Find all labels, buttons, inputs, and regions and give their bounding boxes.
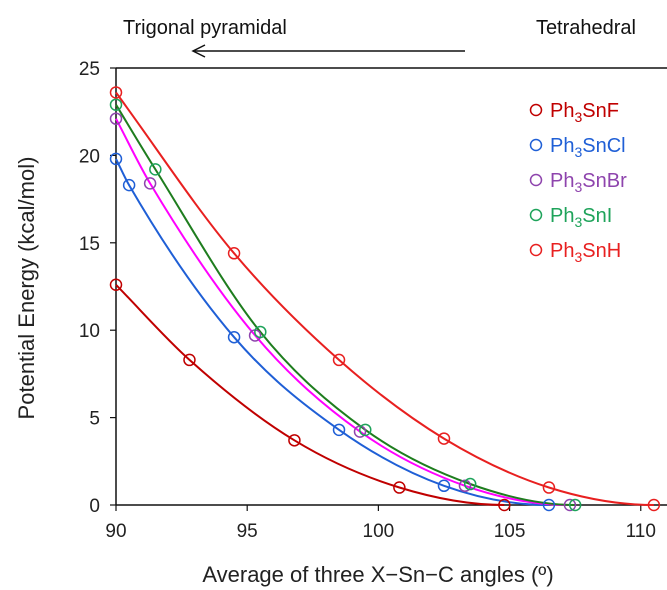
axes: 0 5 10 15 20 25 90 95 100 105 110 <box>79 59 667 542</box>
y-tick-label: 15 <box>79 234 100 255</box>
point-ph3snh <box>647 498 661 512</box>
point-ph3snf <box>498 498 511 512</box>
point-ph3sni <box>359 423 372 437</box>
point-ph3snbr <box>458 479 472 493</box>
point-ph3sni <box>254 325 267 339</box>
trigonal-pyramidal-label: Trigonal pyramidal <box>123 17 287 39</box>
tetrahedral-label: Tetrahedral <box>536 17 636 39</box>
curve-ph3snbr <box>115 118 570 506</box>
legend-label-ph3sncl: Ph3SnCl <box>550 135 626 160</box>
point-ph3snh <box>437 432 451 445</box>
y-tick-label: 0 <box>89 496 100 517</box>
legend-marker-ph3snbr <box>529 173 543 187</box>
y-tick-label: 5 <box>89 409 100 430</box>
x-axis-title: Average of three X−Sn−C angles (º) <box>202 562 553 587</box>
point-ph3sncl <box>122 178 136 192</box>
curve-ph3sni <box>115 104 576 506</box>
legend-label-ph3snh: Ph3SnH <box>550 240 621 265</box>
point-ph3sni <box>109 98 123 111</box>
legend-marker-ph3sncl <box>529 138 543 152</box>
point-ph3sncl <box>542 498 556 512</box>
point-ph3snh <box>332 353 346 367</box>
point-ph3snbr <box>143 177 157 190</box>
y-axis-title: Potential Energy (kcal/mol) <box>14 157 39 420</box>
point-ph3sni <box>568 498 582 512</box>
point-ph3snbr <box>353 425 367 438</box>
legend-marker-ph3sni <box>529 208 543 222</box>
x-tick-label: 100 <box>363 521 395 542</box>
x-tick-label: 95 <box>237 521 258 542</box>
point-ph3snbr <box>563 498 577 512</box>
x-tick-label: 90 <box>105 521 126 542</box>
point-ph3snbr <box>109 112 123 125</box>
point-ph3snf <box>393 481 406 494</box>
legend-marker-ph3snf <box>529 103 543 117</box>
legend-label-ph3snf: Ph3SnF <box>550 100 619 125</box>
curve-ph3snf <box>115 284 505 506</box>
legend-marker-ph3snh <box>529 243 543 257</box>
legend-label-ph3snbr: Ph3SnBr <box>550 170 627 195</box>
direction-arrow-head <box>191 44 206 58</box>
legend-label-ph3sni: Ph3SnI <box>550 205 612 230</box>
curve-ph3snh <box>115 91 654 506</box>
top-annotation: Trigonal pyramidal Tetrahedral <box>123 17 636 58</box>
point-ph3sncl <box>332 423 346 437</box>
y-tick-label: 25 <box>79 59 100 80</box>
x-tick-label: 105 <box>494 521 526 542</box>
x-tick-label: 110 <box>626 521 656 542</box>
curve-ph3sncl <box>115 158 549 506</box>
point-ph3sncl <box>109 152 123 166</box>
point-ph3snf <box>288 434 301 447</box>
point-ph3sni <box>149 163 162 176</box>
data-points <box>109 86 661 512</box>
y-tick-label: 10 <box>79 321 100 342</box>
y-tick-label: 20 <box>79 146 100 167</box>
point-ph3sni <box>463 477 477 491</box>
point-ph3snh <box>227 247 241 260</box>
point-ph3sncl <box>227 330 241 344</box>
point-ph3snf <box>183 353 196 367</box>
point-ph3snh <box>109 86 123 99</box>
legend: Ph3SnF Ph3SnCl Ph3SnBr Ph3SnI Ph3SnH <box>529 100 627 265</box>
point-ph3snf <box>109 278 123 292</box>
point-ph3snh <box>542 481 556 494</box>
point-ph3sncl <box>437 479 451 493</box>
